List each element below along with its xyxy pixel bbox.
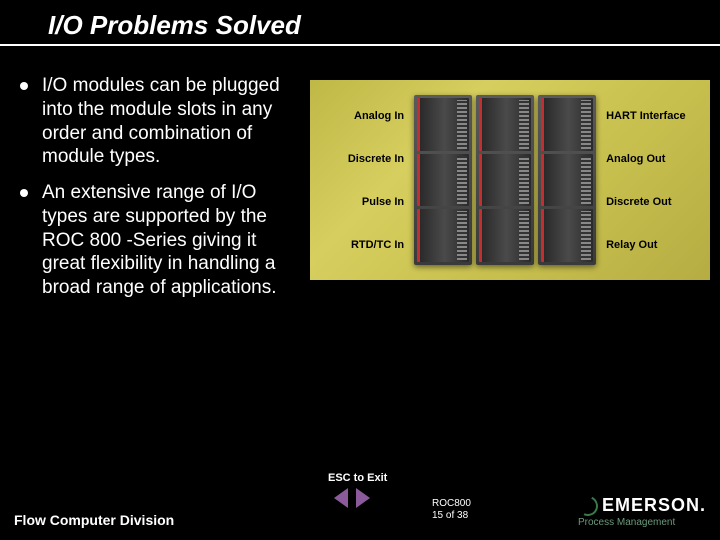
slide-title: I/O Problems Solved	[48, 10, 301, 41]
footer-division: Flow Computer Division	[14, 512, 174, 528]
logo-main: EMERSON.	[578, 495, 706, 516]
module-slot	[479, 209, 531, 262]
footer-page-info: ROC800 15 of 38	[432, 498, 471, 522]
module-column	[476, 95, 534, 265]
label-analog-in: Analog In	[314, 110, 404, 122]
io-module-diagram: Analog In Discrete In Pulse In RTD/TC In…	[310, 80, 710, 280]
module-column	[414, 95, 472, 265]
label-relay-out: Relay Out	[606, 239, 706, 251]
module-slot	[541, 98, 593, 151]
label-discrete-in: Discrete In	[314, 153, 404, 165]
footer-page-number: 15 of 38	[432, 510, 471, 522]
module-slot	[479, 154, 531, 207]
module-slot	[417, 209, 469, 262]
esc-exit-label: ESC to Exit	[328, 472, 387, 484]
label-analog-out: Analog Out	[606, 153, 706, 165]
module-slot	[541, 154, 593, 207]
footer-product: ROC800	[432, 498, 471, 510]
arrow-right-icon	[356, 488, 370, 508]
next-button[interactable]	[356, 488, 376, 508]
bullet-item: An extensive range of I/O types are supp…	[20, 181, 300, 300]
bullet-text: An extensive range of I/O types are supp…	[42, 181, 300, 300]
module-slot	[479, 98, 531, 151]
bullet-item: I/O modules can be plugged into the modu…	[20, 74, 300, 169]
bullet-dot-icon	[20, 82, 28, 90]
bullet-list: I/O modules can be plugged into the modu…	[20, 74, 300, 312]
label-rtd-tc-in: RTD/TC In	[314, 239, 404, 251]
title-underline	[0, 44, 720, 46]
logo-swirl-icon	[575, 493, 601, 519]
diagram-left-labels: Analog In Discrete In Pulse In RTD/TC In	[310, 80, 408, 280]
diagram-right-labels: HART Interface Analog Out Discrete Out R…	[602, 80, 710, 280]
prev-button[interactable]	[334, 488, 354, 508]
label-discrete-out: Discrete Out	[606, 196, 706, 208]
bullet-text: I/O modules can be plugged into the modu…	[42, 74, 300, 169]
module-slot	[417, 98, 469, 151]
footer-logo: EMERSON. Process Management	[578, 495, 706, 528]
label-pulse-in: Pulse In	[314, 196, 404, 208]
arrow-left-icon	[334, 488, 348, 508]
nav-arrows	[334, 488, 376, 508]
module-slot	[417, 154, 469, 207]
label-hart-interface: HART Interface	[606, 110, 706, 122]
module-column	[538, 95, 596, 265]
bullet-dot-icon	[20, 189, 28, 197]
module-slot	[541, 209, 593, 262]
logo-text: EMERSON.	[602, 495, 706, 516]
logo-subtitle: Process Management	[578, 517, 706, 528]
module-rack	[408, 80, 602, 280]
